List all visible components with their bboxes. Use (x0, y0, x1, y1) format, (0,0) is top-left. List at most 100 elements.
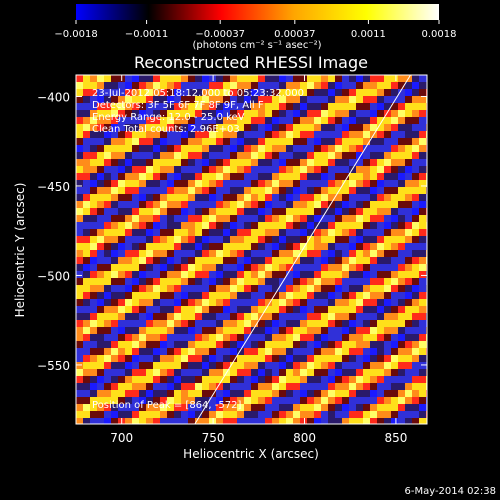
heatmap-cell (419, 348, 427, 356)
heatmap-cell (370, 362, 378, 370)
heatmap-cell (293, 201, 301, 209)
heatmap-cell (363, 390, 371, 398)
heatmap-cell (90, 292, 98, 300)
heatmap-cell (342, 257, 350, 265)
heatmap-cell (356, 89, 364, 97)
heatmap-cell (391, 334, 399, 342)
heatmap-cell (279, 271, 287, 279)
heatmap-cell (335, 131, 343, 139)
heatmap-cell (97, 103, 105, 111)
colorbar-tick-label: 0.0011 (351, 29, 386, 40)
heatmap-cell (223, 383, 231, 391)
heatmap-cell (300, 334, 308, 342)
heatmap-cell (251, 285, 259, 293)
heatmap-cell (307, 376, 315, 384)
heatmap-cell (118, 257, 126, 265)
heatmap-cell (118, 82, 126, 90)
heatmap-cell (160, 180, 168, 188)
heatmap-cell (328, 208, 336, 216)
heatmap-cell (216, 348, 224, 356)
heatmap-cell (181, 173, 189, 181)
heatmap-cell (139, 131, 147, 139)
heatmap-cell (391, 103, 399, 111)
heatmap-cell (146, 383, 154, 391)
heatmap-cell (335, 292, 343, 300)
heatmap-cell (293, 313, 301, 321)
heatmap-cell (104, 320, 112, 328)
heatmap-cell (398, 397, 406, 405)
heatmap-cell (97, 285, 105, 293)
heatmap-cell (139, 208, 147, 216)
heatmap-cell (181, 334, 189, 342)
heatmap-cell (132, 327, 140, 335)
heatmap-cell (356, 82, 364, 90)
heatmap-cell (384, 180, 392, 188)
heatmap-cell (314, 138, 322, 146)
heatmap-cell (412, 250, 420, 258)
heatmap-cell (279, 215, 287, 223)
heatmap-cell (111, 159, 119, 167)
heatmap-cell (209, 376, 217, 384)
heatmap-cell (300, 173, 308, 181)
heatmap-cell (209, 278, 217, 286)
heatmap-cell (209, 264, 217, 272)
heatmap-cell (314, 110, 322, 118)
heatmap-cell (363, 411, 371, 419)
heatmap-cell (90, 82, 98, 90)
heatmap-cell (83, 285, 91, 293)
heatmap-cell (300, 250, 308, 258)
heatmap-cell (76, 103, 84, 111)
heatmap-cell (118, 166, 126, 174)
heatmap-cell (321, 285, 329, 293)
heatmap-cell (412, 82, 420, 90)
heatmap-cell (209, 194, 217, 202)
heatmap-cell (125, 96, 133, 104)
heatmap-cell (293, 278, 301, 286)
heatmap-cell (76, 369, 84, 377)
heatmap-cell (244, 229, 252, 237)
heatmap-cell (202, 208, 210, 216)
heatmap-cell (286, 404, 294, 412)
heatmap-cell (370, 180, 378, 188)
heatmap-cell (83, 208, 91, 216)
heatmap-cell (230, 411, 238, 419)
heatmap-cell (146, 152, 154, 160)
heatmap-cell (216, 390, 224, 398)
heatmap-cell (195, 264, 203, 272)
heatmap-cell (83, 89, 91, 97)
heatmap-cell (76, 201, 84, 209)
heatmap-cell (363, 180, 371, 188)
heatmap-cell (76, 110, 84, 118)
heatmap-cell (237, 376, 245, 384)
heatmap-cell (139, 215, 147, 223)
heatmap-cell (293, 152, 301, 160)
heatmap-cell (405, 362, 413, 370)
heatmap-cell (293, 404, 301, 412)
heatmap-cell (258, 418, 266, 424)
heatmap-cell (293, 166, 301, 174)
heatmap-cell (167, 278, 175, 286)
heatmap-cell (167, 124, 175, 132)
heatmap-cell (349, 418, 357, 424)
heatmap-cell (188, 243, 196, 251)
heatmap-cell (132, 236, 140, 244)
heatmap-cell (237, 348, 245, 356)
heatmap-cell (370, 292, 378, 300)
heatmap-cell (405, 404, 413, 412)
heatmap-cell (398, 82, 406, 90)
heatmap-cell (384, 187, 392, 195)
heatmap-cell (216, 397, 224, 405)
heatmap-cell (230, 187, 238, 195)
heatmap-cell (321, 117, 329, 125)
heatmap-cell (202, 110, 210, 118)
heatmap-cell (293, 320, 301, 328)
heatmap-cell (111, 103, 119, 111)
heatmap-cell (237, 75, 245, 83)
heatmap-cell (321, 362, 329, 370)
heatmap-cell (216, 131, 224, 139)
heatmap-cell (405, 159, 413, 167)
heatmap-cell (167, 418, 175, 424)
heatmap-cell (398, 355, 406, 363)
heatmap-cell (370, 194, 378, 202)
heatmap-cell (419, 418, 427, 424)
